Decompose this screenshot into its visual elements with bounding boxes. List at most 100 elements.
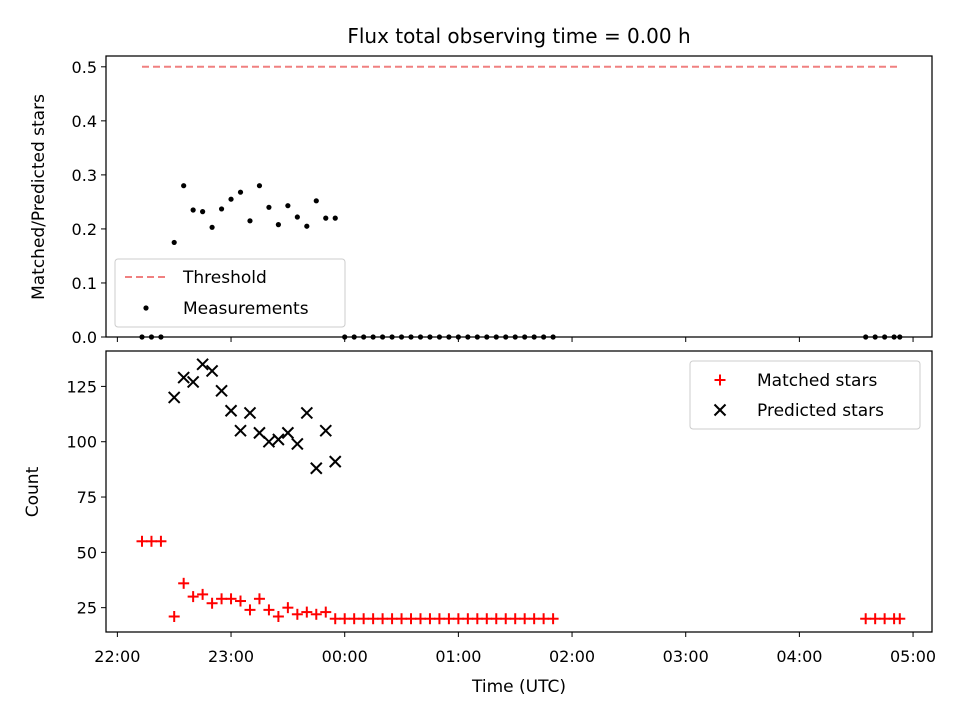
measurement-point xyxy=(228,196,234,202)
bottom-y-tick-label: 75 xyxy=(77,488,97,507)
bottom-x-tick-label: 05:00 xyxy=(890,647,936,666)
measurement-point xyxy=(332,215,338,221)
matched-star-point xyxy=(235,595,247,607)
predicted-star-point xyxy=(281,426,295,440)
measurement-point xyxy=(323,215,329,221)
measurement-point xyxy=(313,198,319,204)
measurement-point xyxy=(247,218,253,224)
predicted-star-point xyxy=(262,435,276,448)
bottom-x-tick-label: 01:00 xyxy=(435,647,481,666)
measurement-point xyxy=(209,224,215,230)
bottom-x-tick-label: 03:00 xyxy=(663,647,709,666)
predicted-star-point xyxy=(272,433,285,446)
predicted-star-point xyxy=(224,404,238,417)
predicted-star-point xyxy=(167,391,181,404)
predicted-star-point xyxy=(234,424,247,437)
matched-star-point xyxy=(216,593,228,605)
legend-measurements-label: Measurements xyxy=(183,299,309,319)
measurement-point xyxy=(266,204,272,210)
bottom-y-tick-label: 125 xyxy=(66,377,97,396)
matched-star-point xyxy=(443,613,455,625)
top-y-tick-label: 0.5 xyxy=(72,58,97,77)
matched-star-point xyxy=(244,604,256,616)
matched-star-point xyxy=(481,613,493,625)
legend-predicted-label: Predicted stars xyxy=(757,401,884,421)
top-axes-frame xyxy=(105,55,933,338)
matched-star-point xyxy=(320,606,332,618)
bottom-legend-box xyxy=(689,360,921,430)
predicted-star-point xyxy=(300,406,314,420)
bottom-plot-content xyxy=(136,358,906,625)
measurement-point xyxy=(304,223,310,229)
bottom-axes: 25 50 75 100 125 22:00 23:00 00:00 01:00 02:00 03:… xyxy=(66,377,936,666)
x-axis-label: Time (UTC) xyxy=(471,677,566,697)
bottom-y-axis-label: Count xyxy=(23,466,43,517)
matched-star-point xyxy=(253,593,265,605)
matched-star-point xyxy=(206,597,218,609)
predicted-star-point xyxy=(177,371,190,384)
legend-predicted-swatch xyxy=(713,403,727,417)
bottom-y-tick-label: 100 xyxy=(66,433,97,452)
measurement-point xyxy=(256,183,263,189)
measurement-point xyxy=(285,203,291,209)
predicted-star-point xyxy=(215,384,228,398)
matched-star-point xyxy=(894,613,906,625)
top-legend-box xyxy=(114,258,346,328)
predicted-star-point xyxy=(291,437,304,451)
matched-star-point xyxy=(263,604,275,616)
bottom-x-tick-label: 23:00 xyxy=(208,647,254,666)
matched-star-point xyxy=(301,606,313,618)
top-panel: 0.0 0.1 0.2 0.3 0.4 0.5 Threshold Measurements xyxy=(72,55,933,347)
measurement-point xyxy=(190,207,196,213)
top-y-axis-label: Matched/Predicted stars xyxy=(29,94,49,300)
matched-star-point xyxy=(860,613,872,625)
predicted-star-point xyxy=(196,358,209,371)
matched-star-point xyxy=(358,613,370,625)
bottom-x-tick-label: 04:00 xyxy=(776,647,822,666)
top-legend: Threshold Measurements xyxy=(114,258,346,328)
matched-star-point xyxy=(136,535,148,547)
predicted-star-point xyxy=(205,364,219,378)
legend-measurements-swatch xyxy=(143,305,149,311)
bottom-panel: 25 50 75 100 125 22:00 23:00 00:00 01:00 02:00 03:… xyxy=(66,350,936,666)
matched-star-point xyxy=(452,613,464,625)
matched-star-point xyxy=(396,613,408,625)
bottom-x-tick-label: 02:00 xyxy=(549,647,595,666)
matched-star-point xyxy=(282,602,294,614)
top-y-tick-label: 0.4 xyxy=(72,112,97,131)
matched-star-point xyxy=(471,613,483,625)
bottom-axes-frame xyxy=(105,350,933,633)
matched-star-point xyxy=(547,613,559,625)
predicted-star-point xyxy=(186,375,200,389)
predicted-star-point xyxy=(243,406,257,420)
measurement-point xyxy=(171,239,177,246)
matched-star-point xyxy=(329,613,341,625)
measurement-point xyxy=(275,222,281,228)
measurement-point xyxy=(200,209,206,215)
bottom-y-tick-label: 50 xyxy=(77,543,97,562)
predicted-star-point xyxy=(319,424,332,437)
chart-title: Flux total observing time = 0.00 h xyxy=(347,24,690,48)
matched-star-point xyxy=(869,613,881,625)
matched-star-point xyxy=(145,535,157,547)
matched-star-point xyxy=(168,611,180,623)
matched-star-point xyxy=(291,608,303,620)
matched-star-point xyxy=(348,613,360,625)
measurement-point xyxy=(218,206,225,212)
bottom-x-tick-label: 00:00 xyxy=(322,647,368,666)
measurement-point xyxy=(181,183,187,189)
matched-star-point xyxy=(386,613,398,625)
matched-star-point xyxy=(339,613,351,625)
matched-star-point xyxy=(490,613,502,625)
matched-star-point xyxy=(155,535,167,547)
matched-star-point xyxy=(500,613,512,625)
legend-matched-label: Matched stars xyxy=(757,371,877,391)
matched-star-point xyxy=(377,613,389,625)
predicted-star-point xyxy=(329,455,342,468)
matched-star-point xyxy=(462,613,474,625)
matched-star-point xyxy=(178,577,190,589)
legend-threshold-label: Threshold xyxy=(182,268,267,288)
matched-star-point xyxy=(405,613,417,625)
top-y-tick-label: 0.0 xyxy=(72,328,97,347)
